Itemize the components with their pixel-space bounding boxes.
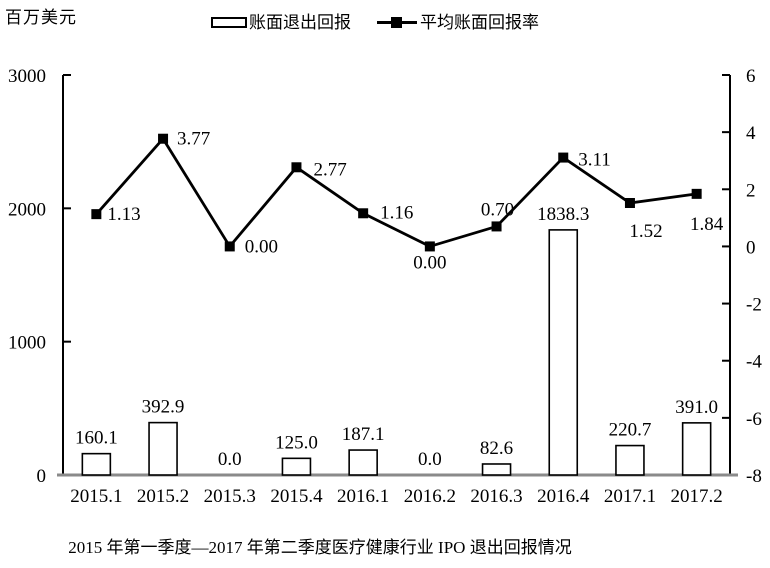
line-marker <box>91 209 102 220</box>
line-value-label: 3.11 <box>578 150 611 171</box>
line-marker <box>424 241 435 252</box>
left-axis-tick-label: 1000 <box>8 333 46 354</box>
bar-series-swatch-icon <box>211 17 247 28</box>
bar <box>348 449 378 476</box>
x-axis-category-label: 2017.2 <box>671 486 723 507</box>
right-axis-tick-label: 4 <box>746 123 756 144</box>
x-axis-category-label: 2017.1 <box>604 486 656 507</box>
line-value-label: 3.77 <box>177 129 210 150</box>
line-value-label: 0.00 <box>413 252 446 273</box>
x-axis-category-label: 2016.3 <box>470 486 522 507</box>
bar-value-label: 187.1 <box>342 424 385 445</box>
x-axis-category-label: 2015.1 <box>70 486 122 507</box>
line-value-label: 1.84 <box>690 214 724 235</box>
legend-item-bar-series: 账面退出回报 <box>211 14 351 31</box>
bar-value-label: 391.0 <box>675 397 718 418</box>
bar-value-label: 220.7 <box>609 420 652 441</box>
right-axis-tick-label: -6 <box>746 409 762 430</box>
left-axis-tick-label: 3000 <box>8 66 46 87</box>
line-marker <box>491 221 502 232</box>
bar <box>148 421 178 476</box>
line-swatch-marker <box>391 17 402 28</box>
right-axis-tick-label: 0 <box>746 237 756 258</box>
legend: 账面退出回报 平均账面回报率 <box>211 14 539 31</box>
bar-value-label: 82.6 <box>480 438 513 459</box>
right-axis-tick-label: 2 <box>746 180 756 201</box>
line-value-label: 0.70 <box>481 199 514 220</box>
chart-caption: 2015 年第一季度—2017 年第二季度医疗健康行业 IPO 退出回报情况 <box>68 538 572 557</box>
x-axis-category-label: 2015.2 <box>137 486 189 507</box>
line-marker <box>291 162 302 173</box>
bar-value-label: 1838.3 <box>537 204 589 225</box>
line-value-label: 2.77 <box>313 159 346 180</box>
bar-value-label: 160.1 <box>75 428 118 449</box>
right-axis-tick-label: -4 <box>746 352 762 373</box>
x-axis-category-label: 2016.4 <box>537 486 590 507</box>
line-marker <box>358 208 369 219</box>
x-axis-category-label: 2015.3 <box>204 486 256 507</box>
line-value-label: 1.13 <box>107 204 140 225</box>
line-marker <box>558 152 569 163</box>
average-return-line <box>95 136 697 249</box>
bar <box>681 422 712 476</box>
line-marker <box>624 198 635 208</box>
bar <box>548 229 579 476</box>
bar-value-label: 0.0 <box>418 449 442 470</box>
bar <box>81 452 112 476</box>
line-marker <box>224 241 235 252</box>
bar-value-label: 125.0 <box>275 432 318 453</box>
line-series-swatch-icon <box>377 16 417 29</box>
bar <box>281 457 312 476</box>
right-axis-tick-label: 6 <box>746 66 756 87</box>
line-value-label: 1.52 <box>629 221 662 242</box>
bar <box>481 463 512 476</box>
right-axis-tick-label: -2 <box>746 295 762 316</box>
x-axis-category-label: 2016.2 <box>404 486 456 507</box>
left-axis-tick-label: 2000 <box>8 199 46 220</box>
left-axis-unit-label: 百万美元 <box>5 8 77 27</box>
legend-label-line-series: 平均账面回报率 <box>420 13 539 32</box>
right-axis-tick-label: -8 <box>746 466 762 487</box>
line-marker <box>691 188 702 199</box>
legend-label-bar-series: 账面退出回报 <box>249 13 351 32</box>
left-axis-tick-label: 0 <box>37 466 47 487</box>
x-axis-category-label: 2016.1 <box>337 486 389 507</box>
line-value-label: 0.00 <box>245 236 278 257</box>
bar-value-label: 0.0 <box>218 449 242 470</box>
bar-value-label: 392.9 <box>142 397 185 418</box>
line-value-label: 1.16 <box>380 202 413 223</box>
legend-item-line-series: 平均账面回报率 <box>377 14 539 31</box>
bar <box>615 444 645 476</box>
line-marker <box>158 133 169 144</box>
x-axis-category-label: 2015.4 <box>270 486 323 507</box>
